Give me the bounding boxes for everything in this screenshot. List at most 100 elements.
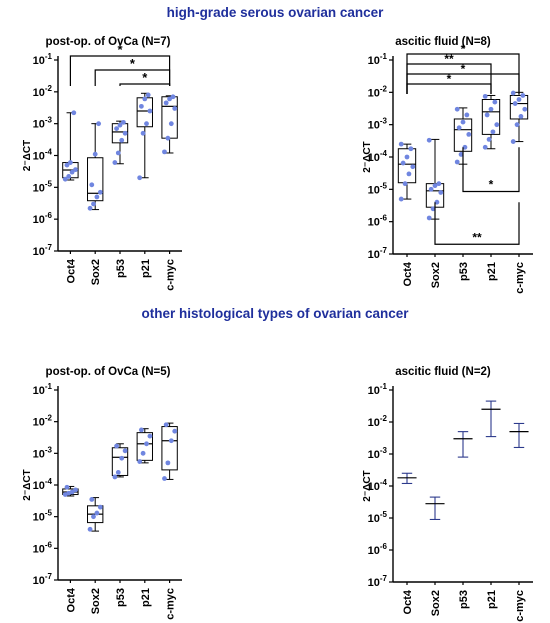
x-tick-label: c-myc [165,588,177,620]
data-point [434,199,440,205]
y-tick-label: 10-2 [33,414,53,429]
data-point [147,433,153,439]
x-tick-label: Sox2 [90,259,102,285]
data-point [62,176,68,182]
box [136,432,153,461]
data-point [167,96,173,102]
data-point [426,215,432,221]
x-tick-label: Oct4 [402,589,414,614]
data-point [518,114,524,119]
data-point [510,90,516,96]
data-point [122,130,128,136]
x-tick-label: Oct4 [65,587,77,612]
data-point [119,455,125,461]
y-tick-label: 10-5 [33,509,53,524]
y-tick-label: 10-2 [368,414,388,429]
y-axis-label: 2⁻ΔCT [22,140,33,171]
y-tick-label: 10-2 [33,84,53,99]
data-point [398,141,404,147]
data-point [117,122,123,128]
data-point [162,476,167,481]
data-point [516,97,522,102]
data-point [112,160,118,165]
x-tick-label: Oct4 [65,258,77,283]
x-tick-label: Oct4 [402,261,414,286]
data-point [165,460,171,466]
data-point [145,92,151,98]
data-point [112,474,118,480]
data-point [114,443,119,449]
data-point [121,119,126,125]
data-point [454,159,460,165]
data-point [147,108,153,114]
data-point [426,137,432,143]
data-point [460,119,466,125]
significance-label: ** [472,230,482,244]
data-point [96,121,102,127]
data-point [137,459,143,464]
data-point [172,106,178,111]
data-point [402,181,408,187]
data-point [87,526,93,532]
box [509,94,529,120]
y-tick-label: 10-3 [368,117,388,132]
significance-label: * [142,70,148,85]
data-point [137,175,143,181]
x-tick-label: c-myc [514,262,526,294]
data-point [71,110,77,116]
y-tick-label: 10-5 [33,179,53,194]
data-point [163,422,169,428]
data-point [456,125,462,131]
data-point [66,174,72,179]
x-tick-label: p21 [486,590,498,609]
data-point [89,182,95,188]
y-tick-label: 10-1 [368,52,388,67]
box [87,157,104,202]
y-tick-label: 10-7 [33,243,53,258]
y-tick-label: 10-3 [33,445,53,460]
data-point [484,112,490,118]
data-point [97,189,103,195]
y-tick-label: 10-5 [368,181,388,196]
data-point [122,448,128,454]
x-tick-label: Sox2 [430,262,442,288]
x-tick-label: Sox2 [430,590,442,616]
data-point [87,205,93,211]
data-point [64,162,70,168]
data-point [162,149,167,155]
panel-title: post-op. of OvCa (N=7) [46,36,171,48]
box [111,447,129,476]
section-title-other-types: other histological types of ovarian canc… [141,306,409,321]
data-point [482,144,488,150]
data-point [115,150,121,156]
y-axis-label: 2⁻ΔCT [362,141,373,172]
significance-label: * [447,72,452,86]
data-point [114,126,119,131]
panel-title: post-op. of OvCa (N=5) [46,366,171,378]
box [481,99,501,135]
significance-bracket [434,202,520,245]
y-tick-label: 10-6 [33,211,53,226]
x-tick-label: c-myc [165,259,177,291]
y-tick-label: 10-7 [33,572,53,587]
x-tick-label: Sox2 [90,588,102,614]
data-point [140,130,146,136]
box [161,426,178,471]
data-point [138,427,144,433]
data-point [115,469,121,475]
significance-label: ** [444,52,454,66]
data-point [410,164,416,170]
panel-title: ascitic fluid (N=2) [395,366,491,378]
y-tick-label: 10-1 [33,52,53,67]
data-point [482,93,488,99]
data-point [144,121,149,127]
significance-bracket [94,69,171,86]
data-point [94,510,100,516]
data-point [165,135,171,141]
data-point [144,441,149,447]
data-point [510,139,516,144]
y-tick-label: 10-4 [33,477,53,492]
data-point [488,106,494,112]
data-point [432,183,438,189]
